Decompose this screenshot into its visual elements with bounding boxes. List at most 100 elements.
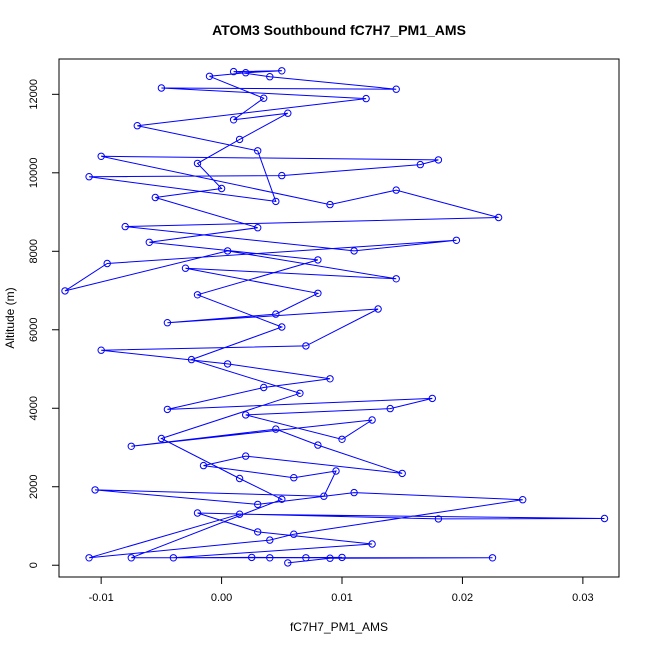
data-point <box>272 310 280 318</box>
data-point <box>181 264 190 272</box>
data-point <box>61 287 69 295</box>
plot-frame <box>58 58 620 578</box>
data-point <box>127 554 136 562</box>
data-point <box>266 73 274 81</box>
data-point <box>254 500 262 509</box>
data-point <box>368 416 376 424</box>
data-point <box>314 289 322 297</box>
data-point <box>145 238 154 247</box>
data-point <box>163 319 172 327</box>
data-point <box>494 213 503 222</box>
y-tick-label: 6000 <box>28 318 40 342</box>
x-tick-label: 0.03 <box>572 592 593 604</box>
y-tick-label: 8000 <box>28 239 40 263</box>
data-point <box>392 186 400 194</box>
data-point <box>374 305 382 313</box>
data-point <box>452 236 461 245</box>
data-point <box>85 173 93 181</box>
data-point <box>229 67 238 76</box>
data-point <box>398 469 406 478</box>
data-point <box>97 346 105 354</box>
data-point <box>248 553 256 562</box>
data-point <box>127 442 136 450</box>
data-point <box>434 515 443 523</box>
data-point <box>199 461 208 470</box>
data-point <box>266 536 274 544</box>
data-point <box>278 67 286 75</box>
data-point <box>519 496 527 504</box>
data-point <box>386 404 394 413</box>
data-point <box>284 109 292 117</box>
data-point <box>157 434 166 443</box>
data-point <box>121 222 129 231</box>
data-point <box>85 554 93 562</box>
data-point <box>242 69 250 77</box>
data-point <box>157 84 166 92</box>
data-point <box>260 383 268 392</box>
x-tick-label: -0.01 <box>89 592 114 604</box>
data-point <box>272 197 280 206</box>
y-axis-label: Altitude (m) <box>3 287 17 348</box>
data-point <box>254 147 262 155</box>
data-point <box>350 488 358 497</box>
data-point <box>278 323 286 331</box>
y-axis: 0 2000 4000 6000 8000 10000 12000 <box>28 79 60 568</box>
data-point <box>91 486 99 494</box>
data-point <box>235 510 244 518</box>
y-tick-label: 4000 <box>28 396 40 420</box>
data-point <box>193 509 202 517</box>
data-point <box>163 405 172 414</box>
y-tick-label: 12000 <box>28 79 40 110</box>
data-point <box>242 411 250 419</box>
chart-title: ATOM3 Southbound fC7H7_PM1_AMS <box>212 22 466 38</box>
data-point <box>320 492 328 500</box>
data-point <box>217 184 226 193</box>
data-point <box>600 514 609 523</box>
data-point <box>278 495 286 503</box>
data-point <box>434 156 443 164</box>
data-point <box>254 528 262 536</box>
x-tick-label: 0.00 <box>211 592 232 604</box>
data-point <box>302 554 310 562</box>
data-point <box>235 135 244 144</box>
y-tick-label: 0 <box>28 562 40 568</box>
data-point <box>242 452 250 460</box>
data-point <box>229 116 238 124</box>
data-point <box>338 553 346 562</box>
data-point <box>278 171 286 180</box>
data-point <box>272 425 280 433</box>
data-point <box>193 159 202 168</box>
data-point <box>235 474 244 483</box>
y-tick-label: 2000 <box>28 475 40 499</box>
y-tick-label: 10000 <box>28 158 40 189</box>
data-point <box>266 554 274 562</box>
data-point <box>103 259 111 268</box>
data-point <box>254 224 262 232</box>
data-point <box>326 200 334 209</box>
data-point <box>488 554 497 562</box>
x-tick-label: 0.02 <box>452 592 473 604</box>
data-point <box>302 342 310 350</box>
data-point <box>350 247 358 255</box>
data-point <box>290 530 298 538</box>
data-point <box>428 394 436 403</box>
series-line <box>64 70 605 564</box>
data-point <box>314 256 322 264</box>
data-point <box>332 467 340 475</box>
plot-area <box>61 67 609 567</box>
data-point <box>205 72 214 81</box>
data-point <box>133 122 142 130</box>
data-point <box>169 554 178 562</box>
data-point <box>187 355 196 364</box>
data-point <box>223 360 232 368</box>
data-point <box>392 85 400 93</box>
data-point <box>326 375 334 383</box>
data-point <box>193 291 202 299</box>
data-point <box>362 94 370 103</box>
data-point <box>97 152 105 161</box>
data-point <box>392 275 400 283</box>
x-axis-label: fC7H7_PM1_AMS <box>290 620 388 634</box>
data-point <box>151 193 160 202</box>
